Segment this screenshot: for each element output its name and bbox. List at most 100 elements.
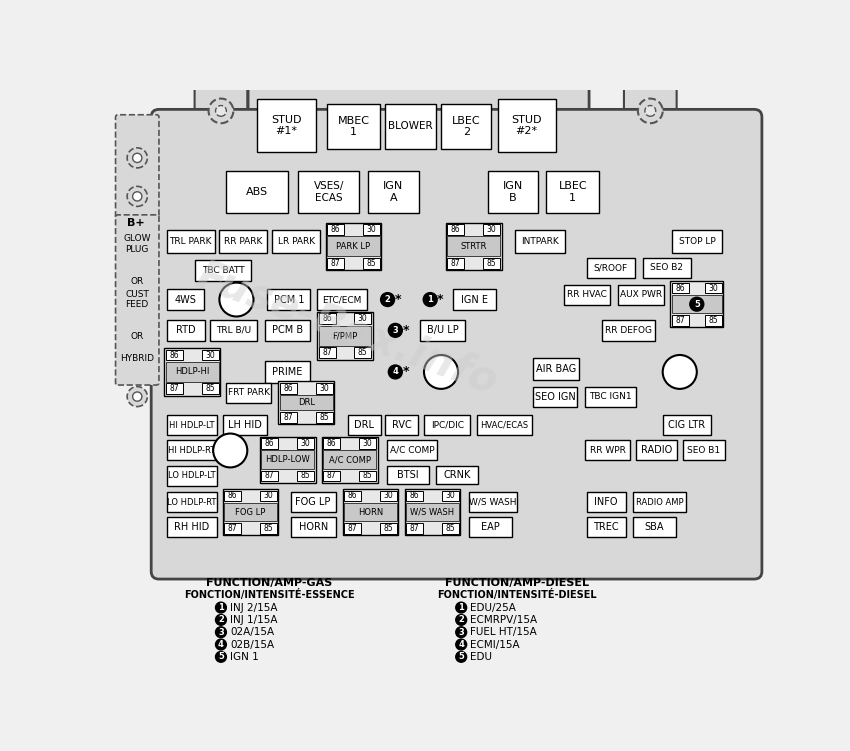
Bar: [354, 347, 371, 358]
Bar: [405, 489, 461, 535]
Text: 4: 4: [458, 640, 464, 649]
Circle shape: [128, 186, 147, 207]
Text: RR DEFOG: RR DEFOG: [605, 326, 652, 335]
Text: TRL PARK: TRL PARK: [169, 237, 212, 246]
Text: 30: 30: [358, 315, 368, 324]
Circle shape: [216, 602, 226, 613]
Text: DRL: DRL: [298, 398, 314, 407]
Text: 86: 86: [676, 284, 685, 292]
Text: 30: 30: [383, 491, 394, 500]
Bar: [442, 490, 459, 502]
Bar: [219, 231, 268, 253]
Text: 86: 86: [327, 439, 337, 448]
Text: FONCTION/INTENSITÉ-DIESEL: FONCTION/INTENSITÉ-DIESEL: [437, 589, 597, 600]
Text: 85: 85: [363, 472, 372, 481]
Bar: [420, 320, 465, 341]
Text: 85: 85: [486, 259, 496, 268]
Text: 3: 3: [218, 628, 224, 637]
Bar: [586, 492, 626, 512]
Bar: [406, 503, 459, 521]
Text: 86: 86: [331, 225, 341, 234]
Bar: [167, 517, 217, 538]
Bar: [210, 320, 257, 341]
Bar: [532, 387, 577, 406]
Bar: [354, 313, 371, 324]
Text: 87: 87: [170, 385, 179, 394]
Text: PRIME: PRIME: [272, 367, 303, 377]
Bar: [167, 415, 217, 435]
Text: 30: 30: [301, 439, 310, 448]
Text: 3: 3: [458, 628, 464, 637]
Bar: [359, 438, 376, 449]
Text: LO HDLP-LT: LO HDLP-LT: [168, 472, 216, 481]
Bar: [586, 258, 635, 278]
Bar: [564, 285, 610, 305]
Text: 85: 85: [301, 472, 310, 481]
Text: 86: 86: [348, 491, 358, 500]
Bar: [223, 489, 278, 535]
Text: A/C COMP: A/C COMP: [389, 446, 434, 455]
Circle shape: [645, 106, 655, 116]
Bar: [477, 415, 532, 435]
Text: 85: 85: [445, 523, 455, 532]
Text: 87: 87: [284, 413, 293, 422]
Bar: [258, 99, 315, 152]
Bar: [483, 258, 500, 269]
Bar: [603, 320, 655, 341]
Text: HDLP-HI: HDLP-HI: [175, 367, 209, 376]
Bar: [280, 395, 332, 411]
Text: HORN: HORN: [358, 508, 383, 517]
Text: DRL: DRL: [354, 420, 374, 430]
FancyBboxPatch shape: [195, 87, 247, 133]
Bar: [166, 384, 183, 394]
Text: INFO: INFO: [594, 497, 618, 507]
Text: INJ 1/15A: INJ 1/15A: [230, 615, 278, 625]
Bar: [469, 492, 517, 512]
Text: B/U LP: B/U LP: [427, 325, 458, 336]
Bar: [672, 315, 689, 326]
Text: 86: 86: [410, 491, 420, 500]
Bar: [260, 436, 315, 483]
Circle shape: [456, 627, 467, 638]
Bar: [323, 451, 376, 469]
Text: 2: 2: [385, 295, 390, 304]
Text: FUNCTION/AMP-GAS: FUNCTION/AMP-GAS: [206, 578, 332, 588]
Bar: [348, 415, 381, 435]
Text: 30: 30: [319, 384, 329, 393]
Text: INJ 2/15A: INJ 2/15A: [230, 602, 278, 613]
Text: EDU/25A: EDU/25A: [471, 602, 516, 613]
Bar: [297, 438, 314, 449]
Bar: [327, 258, 344, 269]
Text: 87: 87: [228, 523, 237, 532]
Circle shape: [456, 639, 467, 650]
Circle shape: [216, 106, 226, 116]
Text: CRNK: CRNK: [443, 470, 471, 480]
Text: STUD
#2*: STUD #2*: [512, 115, 542, 137]
Bar: [385, 104, 435, 149]
Bar: [447, 258, 464, 269]
Text: HORN: HORN: [298, 523, 328, 532]
Text: 85: 85: [383, 523, 394, 532]
Text: 86: 86: [170, 351, 179, 360]
FancyBboxPatch shape: [624, 87, 677, 133]
Bar: [272, 231, 320, 253]
Text: 85: 85: [206, 385, 215, 394]
Text: HI HDLP-RT: HI HDLP-RT: [168, 446, 216, 455]
Bar: [167, 441, 217, 460]
Text: LBEC
1: LBEC 1: [558, 181, 587, 203]
Bar: [167, 289, 204, 310]
Bar: [637, 441, 677, 460]
Text: 30: 30: [205, 351, 215, 360]
Text: FONCTION/INTENSITÉ-ESSENCE: FONCTION/INTENSITÉ-ESSENCE: [184, 589, 354, 600]
Text: SEO IGN: SEO IGN: [535, 391, 575, 402]
Bar: [327, 224, 344, 235]
Text: 02B/15A: 02B/15A: [230, 640, 275, 650]
Circle shape: [388, 365, 402, 379]
Bar: [705, 315, 722, 326]
Text: 86: 86: [265, 439, 275, 448]
Text: AUX PWR: AUX PWR: [620, 291, 662, 300]
Text: CIG LTR: CIG LTR: [668, 420, 706, 430]
Text: 85: 85: [358, 348, 367, 357]
Bar: [343, 489, 399, 535]
Text: VSES/
ECAS: VSES/ ECAS: [314, 181, 344, 203]
